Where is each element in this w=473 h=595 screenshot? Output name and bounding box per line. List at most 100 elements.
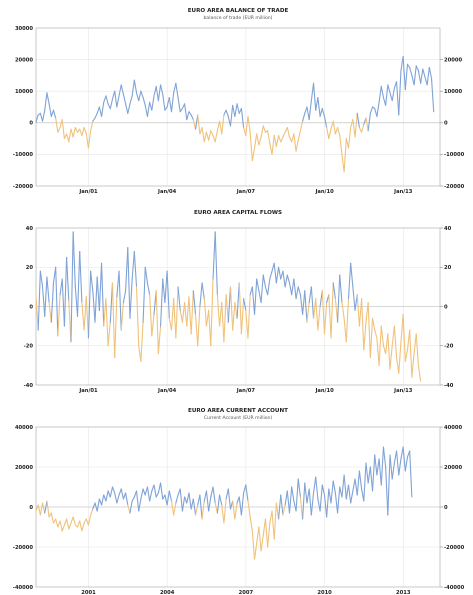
series-segment [402,446,406,472]
series-segment [66,133,70,143]
series-segment [337,126,341,136]
series-segment [267,278,271,296]
y-tick-label-left: 10000 [15,89,33,95]
series-segment [83,126,87,135]
x-tick-label: 2001 [81,590,96,595]
series-segment [409,329,413,378]
series-segment [350,262,354,288]
series-segment [304,482,308,504]
series-segment [208,130,212,141]
series-segment [347,126,352,149]
x-tick-label: 2007 [239,590,254,595]
series-segment [142,266,146,323]
chart-capital-flows: EURO AREA CAPITAL FLOWS 40 20 0 -20 -40 40 20 0… [24,210,454,394]
series-segment [127,504,131,514]
series-segment [282,504,286,516]
y-tick-label-right: -40000 [444,585,465,591]
y-tick-label-left: 40000 [15,425,33,431]
series-segment [417,70,422,84]
series-segment [256,278,260,292]
series-segment [98,106,103,118]
series-segment [223,498,227,524]
y-tick-label-left: -20000 [13,545,34,551]
series-segment [70,128,74,138]
series-segment [278,494,282,520]
series-segment [216,494,221,514]
series-segment [168,96,173,113]
series-segment [247,115,251,133]
series-segment [258,526,262,552]
series-segment [81,126,85,136]
y-tick-label-right: 0 [444,121,448,127]
series-segment [109,486,114,498]
series-segment [352,286,356,311]
series-segment [376,101,380,118]
series-segment [227,488,232,510]
series-segment [253,542,258,560]
series-segment [127,103,131,114]
series-segment [205,131,210,141]
series-segment [39,112,44,122]
series-segment [341,474,345,498]
series-segment [225,109,229,118]
series-segment [358,298,363,327]
series-segment [334,126,339,135]
series-segment [81,522,85,532]
series-segment [253,133,258,149]
series-segment [66,518,70,530]
series-segment [184,496,188,504]
series-segment [245,484,249,502]
series-segment [221,302,225,343]
series-segment [85,518,89,526]
y-tick-label-left: 20000 [15,465,33,471]
series-segment [273,134,277,148]
series-segment [282,270,286,288]
series-segment [197,305,201,347]
series-segment [92,117,96,122]
series-segment [179,309,183,323]
series-segment [192,498,197,516]
series-segment [142,96,146,106]
series-segment [98,262,103,311]
series-segment [107,490,111,498]
series-segment [312,82,317,111]
y-tick-label-right: -20 [444,344,454,350]
series-segment [297,286,301,296]
series-segment [389,454,393,480]
series-segment [361,123,365,133]
series-segment [103,298,107,327]
series-segment [389,92,393,102]
series-segment [236,103,240,114]
series-segment [291,278,295,296]
x-tick-label: 2004 [160,590,175,595]
series-segment [328,294,332,339]
series-segment [417,364,422,382]
series-segment [317,96,321,118]
series-segment [337,486,341,514]
series-segment [63,518,68,526]
series-segment [371,454,376,492]
series-segment [378,325,382,366]
series-segment [111,282,116,359]
y-tick-label-right: 20 [444,265,452,271]
series-segment [114,492,118,504]
series-segment [135,92,140,102]
series-segment [92,290,96,323]
y-tick-label-left: 0 [29,121,33,127]
series-segment [155,85,159,102]
series-segment [380,446,385,486]
series-segment [70,231,74,343]
series-segment [243,298,247,311]
series-segment [74,126,79,133]
series-segment [35,504,39,512]
series-segment [291,486,295,502]
series-segment [396,450,400,476]
series-segment [214,130,218,143]
y-tick-label-right: 40 [444,226,452,232]
series-segment [363,462,367,502]
series-segment [94,112,98,119]
series-segment [234,103,238,118]
series-segment [199,282,203,308]
series-segment [361,298,365,351]
